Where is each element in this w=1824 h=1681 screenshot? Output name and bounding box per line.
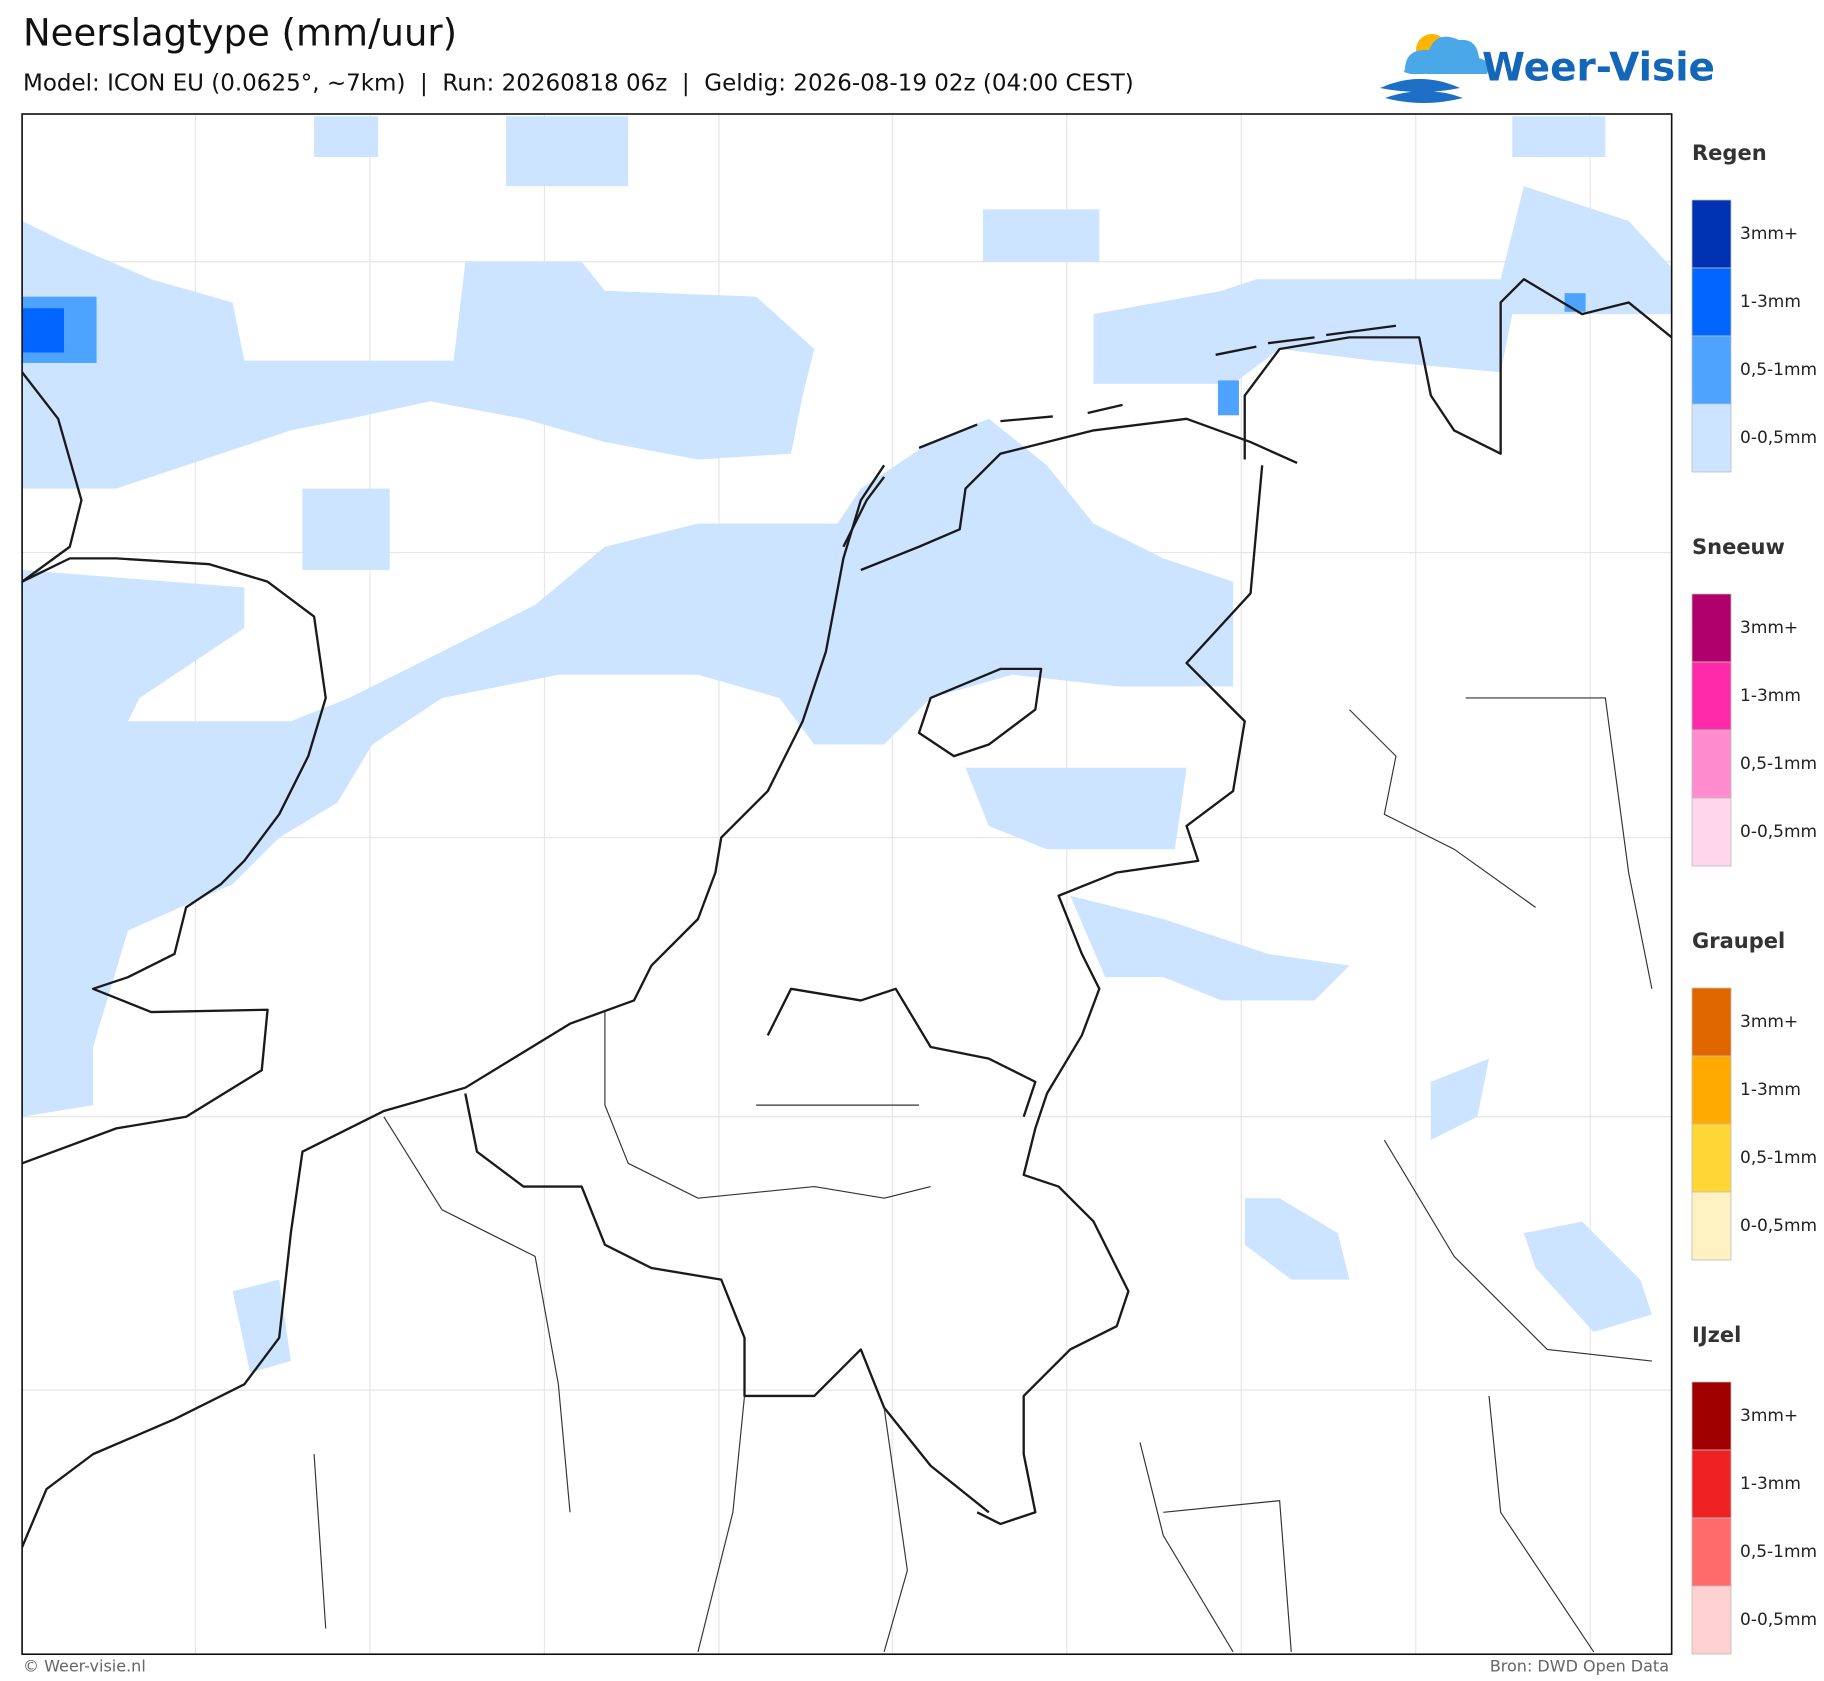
- coastline: [22, 557, 327, 1165]
- legend-label: 1-3mm: [1740, 1474, 1801, 1494]
- precipitation: [22, 116, 1672, 1373]
- islands: [842, 324, 1397, 548]
- legend-swatch: [1691, 987, 1732, 1057]
- coastline: [22, 464, 886, 1548]
- rain-area: [302, 488, 390, 571]
- rain-area: [1070, 895, 1350, 1001]
- legend-swatch: [1691, 1055, 1732, 1125]
- legend-heading: Graupel: [1692, 929, 1785, 953]
- legend-swatch: [1691, 1381, 1732, 1451]
- legend-heading: Sneeuw: [1692, 535, 1785, 559]
- legend-label: 0-0,5mm: [1740, 428, 1817, 448]
- borders: [313, 465, 1653, 1653]
- legend-swatch: [1691, 661, 1732, 731]
- rain-area-heavy: [22, 308, 64, 353]
- rain-area: [22, 418, 1234, 1117]
- rain-area: [1430, 1058, 1490, 1141]
- rain-area: [1523, 1221, 1652, 1332]
- rain-area: [982, 209, 1100, 262]
- map: [21, 113, 1673, 1656]
- legend-swatch: [1691, 267, 1732, 337]
- rain-area: [232, 1279, 291, 1373]
- border: [766, 987, 1037, 1118]
- legend-swatch: [1691, 1449, 1732, 1519]
- coastline: [860, 417, 1298, 572]
- rain-area: [314, 116, 379, 158]
- title: Neerslagtype (mm/uur): [23, 12, 457, 55]
- rain-area: [1512, 116, 1606, 158]
- rain-area: [22, 221, 815, 489]
- logo: Weer-Visie: [1380, 34, 1715, 103]
- legend-label: 1-3mm: [1740, 292, 1801, 312]
- logo-cloud: [1403, 36, 1489, 74]
- rain-area: [1244, 1198, 1350, 1280]
- coastline: [1243, 278, 1672, 460]
- rain-area: [506, 116, 629, 187]
- legend-heading: Regen: [1692, 141, 1767, 165]
- rain-area: [965, 767, 1187, 850]
- legend-label: 3mm+: [1740, 1406, 1798, 1426]
- legend-heading: IJzel: [1692, 1323, 1741, 1347]
- legend-swatch: [1691, 1517, 1732, 1587]
- legend-swatch: [1691, 403, 1732, 473]
- legend-swatch: [1691, 1191, 1732, 1261]
- legend-swatch: [1691, 1585, 1732, 1655]
- legend-label: 1-3mm: [1740, 1080, 1801, 1100]
- legend-swatch: [1691, 199, 1732, 269]
- map-frame: [21, 113, 1673, 1656]
- coastline: [22, 371, 83, 583]
- coastlines: [22, 278, 1672, 1548]
- legend-label: 3mm+: [1740, 618, 1798, 638]
- lake-shore: [917, 667, 1043, 758]
- legend-label: 0-0,5mm: [1740, 1216, 1817, 1236]
- border: [976, 465, 1264, 1526]
- legend-label: 0,5-1mm: [1740, 360, 1817, 380]
- legend-label: 0,5-1mm: [1740, 1542, 1817, 1562]
- legend-label: 1-3mm: [1740, 686, 1801, 706]
- legend-label: 3mm+: [1740, 1012, 1798, 1032]
- rain-area: [1093, 186, 1672, 384]
- source: Bron: DWD Open Data: [1490, 1657, 1669, 1676]
- legend-label: 0,5-1mm: [1740, 1148, 1817, 1168]
- subtitle: Model: ICON EU (0.0625°, ~7km) | Run: 20…: [23, 71, 1134, 97]
- legend-swatch: [1691, 729, 1732, 799]
- legend-swatch: [1691, 335, 1732, 405]
- rain-area-medium: [1217, 380, 1239, 416]
- region-border: [313, 697, 1653, 1653]
- legend-label: 0-0,5mm: [1740, 822, 1817, 842]
- legend-label: 0,5-1mm: [1740, 754, 1817, 774]
- legend-label: 0-0,5mm: [1740, 1610, 1817, 1630]
- border: [464, 1093, 990, 1514]
- legend-label: 3mm+: [1740, 224, 1798, 244]
- credit: © Weer-visie.nl: [23, 1657, 146, 1676]
- legend-swatch: [1691, 1123, 1732, 1193]
- logo-text: Weer-Visie: [1482, 46, 1715, 91]
- logo-wave: [1380, 79, 1463, 103]
- legend-swatch: [1691, 593, 1732, 663]
- legend: Regen 3mm+ 1-3mm 0,5-1mm 0-0,5mm Sneeuw 3mm+ 1-…: [1691, 141, 1817, 1655]
- legend-swatch: [1691, 797, 1732, 867]
